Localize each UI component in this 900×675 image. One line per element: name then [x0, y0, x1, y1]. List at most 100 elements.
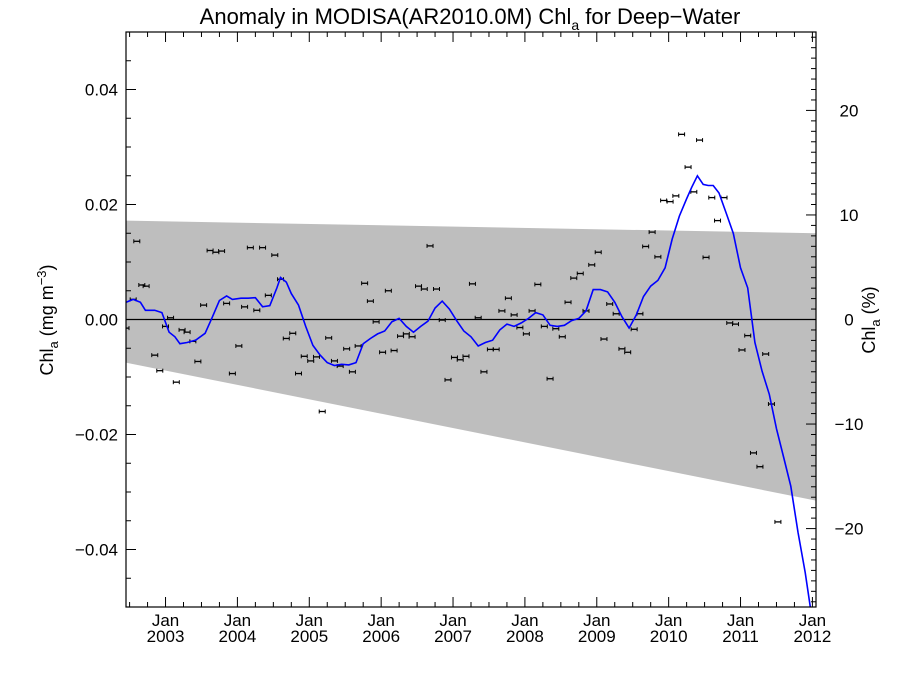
y-axis-label-right-sub: a	[868, 319, 883, 327]
data-point	[492, 347, 500, 352]
x-tick-label-month: Jan	[439, 611, 466, 630]
data-point	[696, 138, 704, 143]
x-tick-label-month: Jan	[367, 611, 394, 630]
smoothed-anomaly-line	[126, 174, 812, 607]
data-point	[678, 132, 686, 137]
data-point	[594, 250, 602, 255]
data-point	[348, 369, 356, 374]
data-point	[218, 249, 226, 254]
x-tick-label-month: Jan	[296, 611, 323, 630]
data-point	[444, 377, 452, 382]
data-point	[732, 322, 739, 327]
chart-title: Anomaly in MODISA(AR2010.0M) Chla for De…	[200, 4, 741, 33]
data-point	[241, 304, 249, 309]
y-tick-label-left: −0.02	[75, 426, 118, 445]
data-point	[133, 239, 141, 244]
data-point	[498, 308, 506, 313]
data-point	[235, 343, 243, 348]
data-point	[295, 371, 302, 376]
data-point	[361, 281, 369, 286]
data-point	[504, 296, 512, 301]
data-point	[552, 326, 560, 331]
data-point	[516, 325, 524, 330]
x-tick-label-month: Jan	[727, 611, 754, 630]
x-tick-label-year: 2004	[218, 627, 256, 646]
x-tick-label-month: Jan	[583, 611, 610, 630]
data-point	[774, 519, 782, 524]
x-tick-label-month: Jan	[224, 611, 251, 630]
data-point	[600, 337, 608, 342]
data-point	[390, 348, 398, 353]
data-point	[480, 369, 488, 374]
axes: 0.040.020.00−0.02−0.0420100−10−20Jan2003…	[75, 31, 864, 646]
data-point	[744, 333, 752, 338]
data-point	[762, 352, 770, 356]
data-point	[666, 199, 674, 204]
data-point	[684, 165, 692, 170]
data-point	[178, 327, 186, 332]
data-point	[642, 244, 650, 249]
y-tick-label-left: −0.04	[75, 541, 118, 560]
data-point	[343, 346, 351, 351]
data-point	[570, 276, 578, 281]
data-point	[372, 319, 380, 324]
y-axis-label-left: Chla (mg m−3)	[34, 264, 61, 375]
data-point	[756, 464, 764, 469]
y-axis-label-right-main: Chl	[859, 327, 879, 354]
data-point	[223, 301, 231, 306]
trend-range-band	[126, 220, 816, 501]
data-point	[606, 301, 614, 306]
x-tick-label-year: 2007	[434, 627, 472, 646]
y-axis-label-right-rest: (%)	[859, 286, 879, 319]
plot-area	[126, 132, 816, 607]
data-point	[558, 334, 566, 339]
y-tick-label-right: −20	[835, 520, 864, 539]
y-axis-label-left-main: Chl	[37, 349, 57, 376]
chart-title-main: Anomaly in MODISA(AR2010.0M) Chl	[200, 4, 572, 29]
data-point	[522, 331, 530, 336]
y-axis-label-left-close: )	[37, 264, 57, 270]
y-axis-label-left-sub: a	[46, 341, 61, 349]
data-point	[253, 308, 261, 313]
y-axis-label-right: Chla (%)	[859, 286, 883, 353]
x-tick-label-month: Jan	[799, 611, 826, 630]
y-tick-label-right: 0	[844, 311, 853, 330]
data-point	[690, 189, 698, 194]
y-tick-label-left: 0.04	[85, 81, 118, 100]
data-point	[576, 271, 584, 276]
data-point	[264, 293, 272, 298]
data-point	[300, 354, 308, 359]
data-point	[564, 300, 572, 305]
x-tick-label-year: 2006	[362, 627, 400, 646]
data-point	[183, 330, 191, 335]
data-point	[142, 284, 150, 289]
data-point	[546, 376, 554, 381]
data-point	[468, 281, 476, 286]
data-point	[126, 326, 130, 331]
data-point	[588, 262, 596, 267]
data-point	[282, 336, 290, 341]
x-tick-label-year: 2011	[722, 627, 759, 646]
x-tick-label-year: 2008	[506, 627, 544, 646]
data-point	[438, 318, 446, 323]
y-tick-label-right: 10	[840, 206, 859, 225]
data-point	[540, 324, 548, 329]
y-tick-label-left: 0.00	[85, 311, 118, 330]
y-tick-label-right: −10	[835, 415, 864, 434]
x-tick-label-month: Jan	[511, 611, 538, 630]
data-point	[366, 299, 374, 304]
data-point	[200, 303, 208, 308]
data-point	[534, 282, 542, 287]
data-point	[702, 255, 710, 260]
data-point	[738, 347, 746, 352]
data-point	[172, 380, 180, 385]
data-point	[660, 198, 668, 203]
data-point	[474, 315, 482, 320]
y-axis-label-left-sup: −3	[34, 270, 49, 285]
data-point	[259, 245, 267, 250]
data-point	[462, 354, 470, 359]
chart-title-sub: a	[571, 17, 579, 33]
data-point	[151, 353, 159, 358]
data-point	[426, 243, 434, 248]
